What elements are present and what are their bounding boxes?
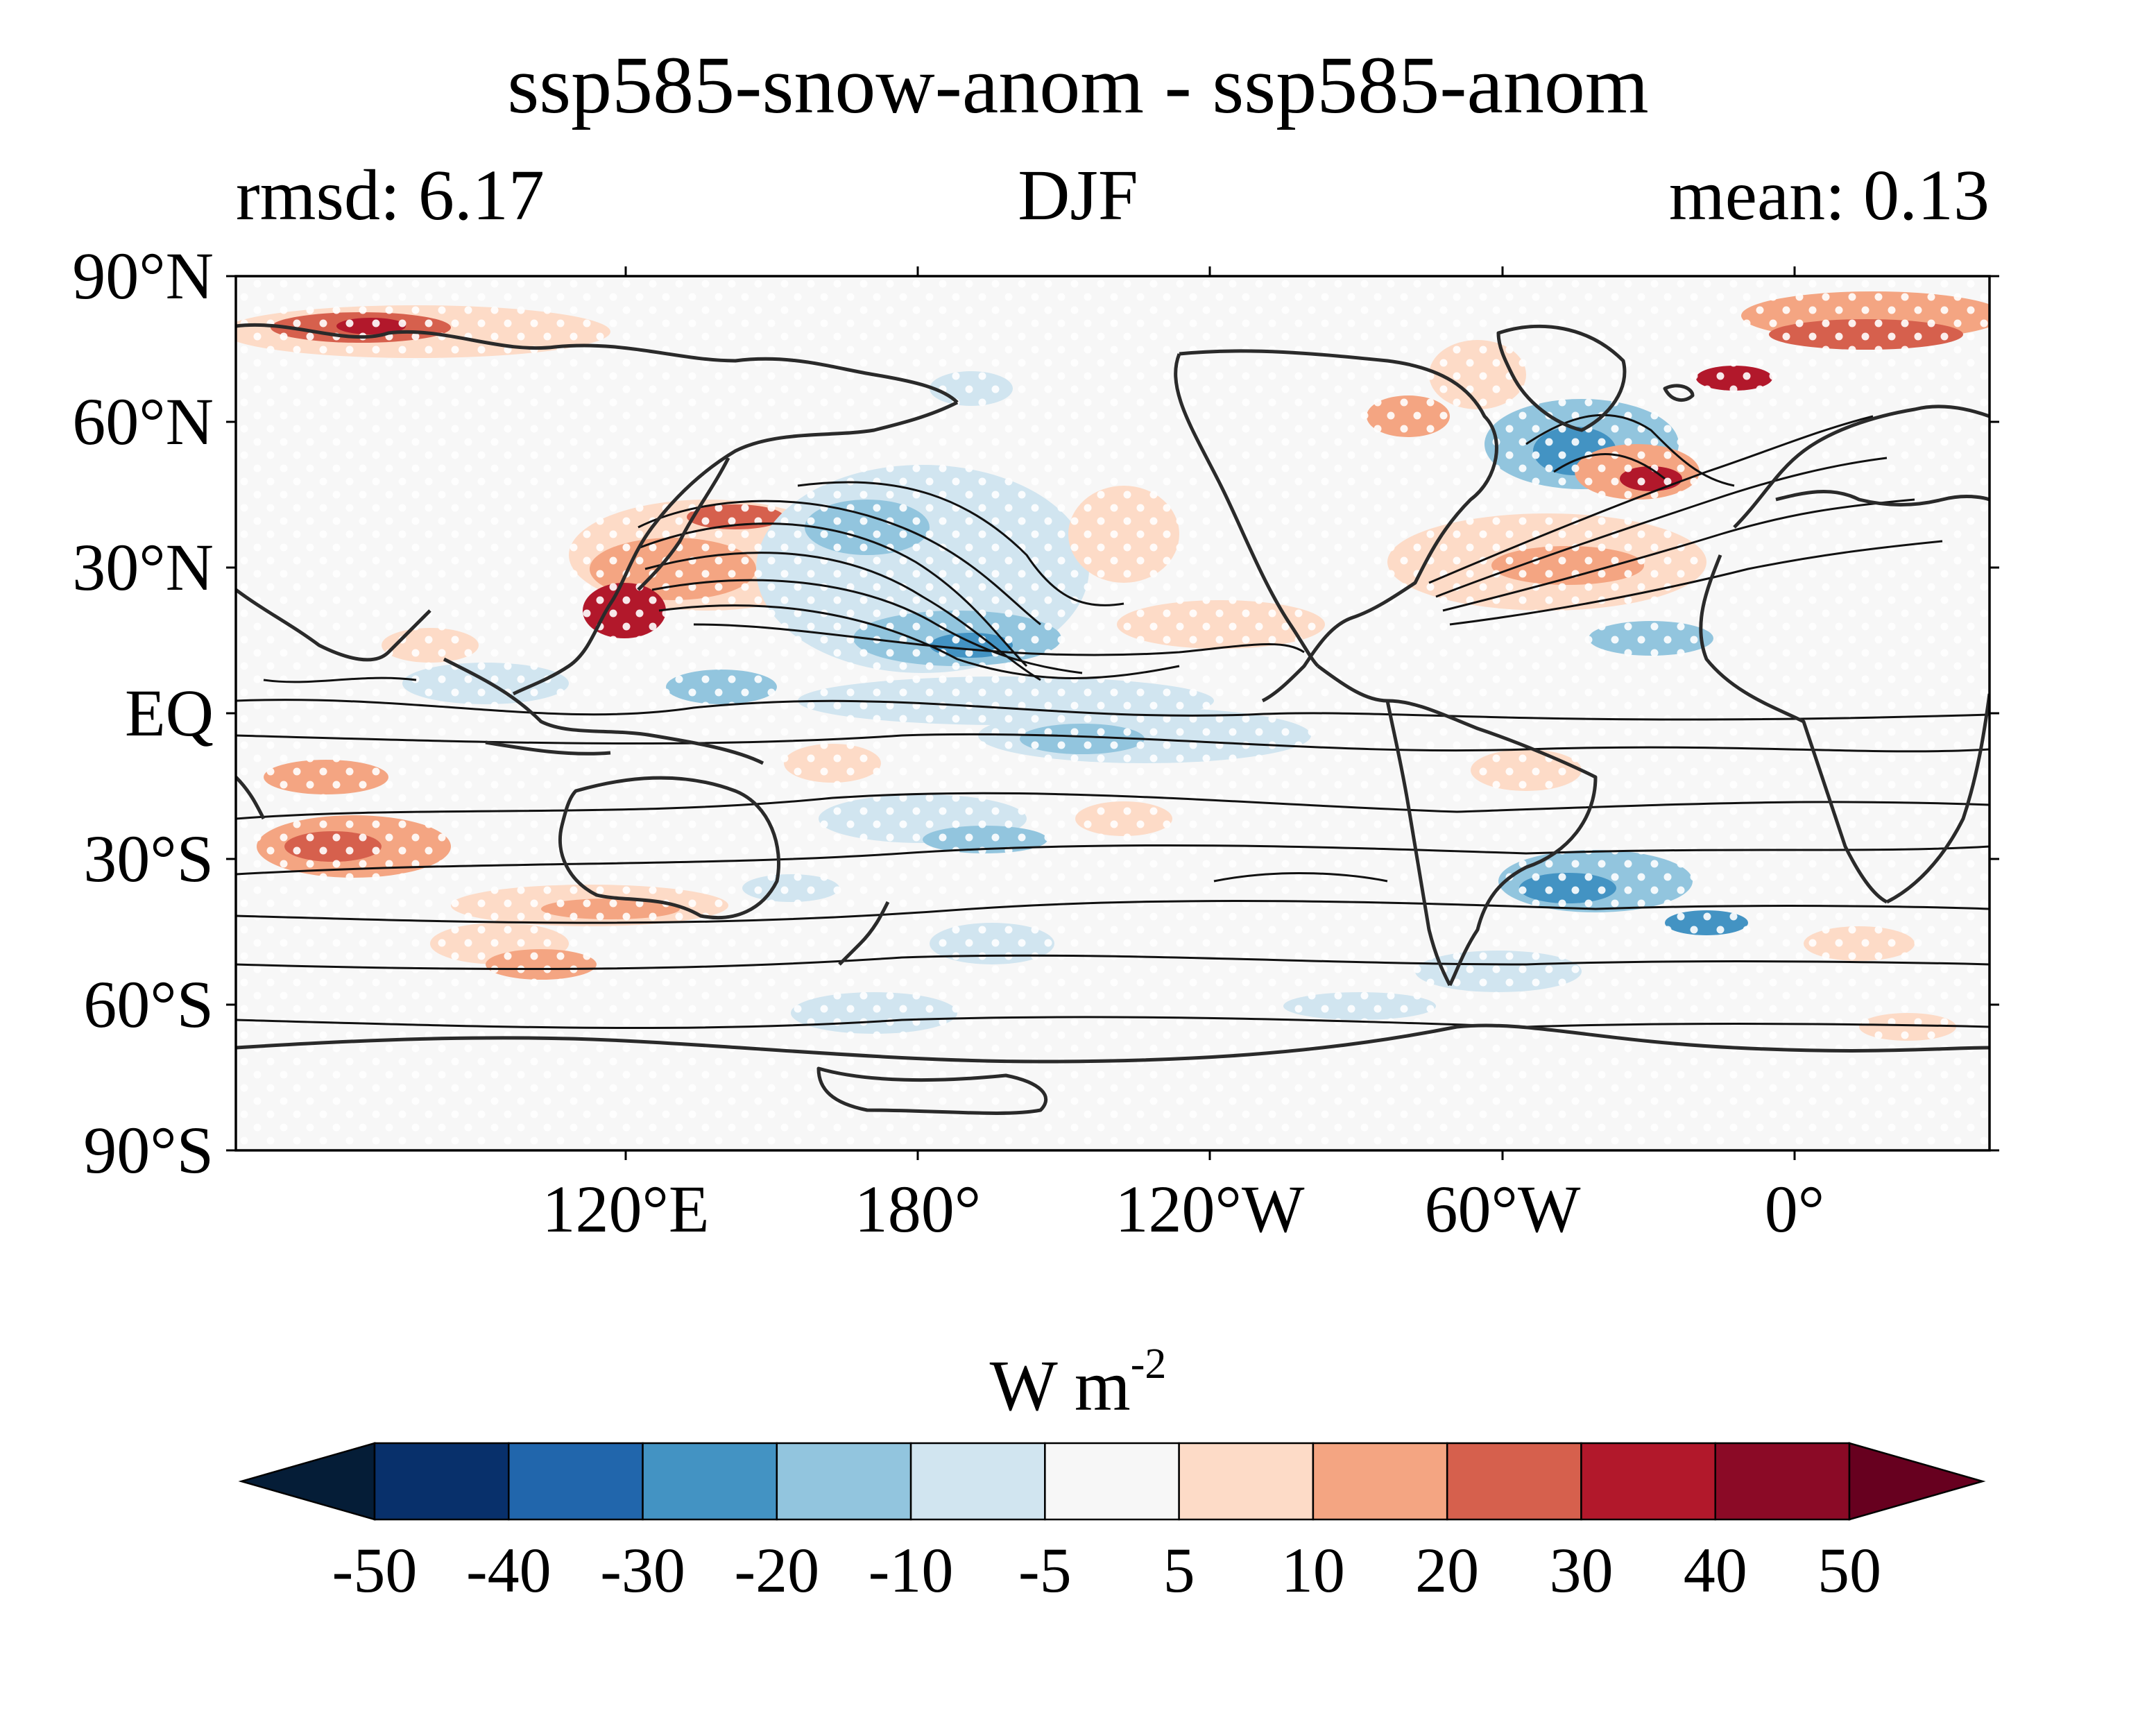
lat-tick-30s: 30°S [83,821,214,896]
colorbar [238,1442,1986,1521]
colorbar-tick-label: -5 [1018,1535,1072,1606]
colorbar-bin [1178,1442,1315,1521]
colorbar-bin [373,1442,510,1521]
colorbar-bin [642,1442,778,1521]
colorbar-tick-label: 10 [1281,1535,1345,1606]
colorbar-bin [1446,1442,1582,1521]
colorbar-bin [909,1442,1046,1521]
colorbar-bin [1714,1442,1851,1521]
colorbar-unit: W m [989,1346,1131,1426]
lat-tick-eq: EQ [125,676,214,750]
map-title: ssp585-snow-anom - ssp585-anom [507,40,1649,130]
lat-tick-90s: 90°S [83,1113,214,1187]
season-label: DJF [1018,155,1138,235]
colorbar-tick-label: -20 [734,1535,820,1606]
colorbar-extend-high [1848,1442,1986,1521]
lon-tick-0: 0° [1764,1172,1825,1246]
colorbar-bin [1580,1442,1716,1521]
lat-tick-60s: 60°S [83,967,214,1041]
lon-tick-120e: 120°E [542,1172,710,1246]
climatology-contours [236,414,1990,1030]
colorbar-tick-label: 30 [1549,1535,1614,1606]
lon-tick-180: 180° [854,1172,982,1246]
coastlines [236,323,1990,1115]
colorbar-bin [1312,1442,1448,1521]
colorbar-tick-label: 40 [1683,1535,1747,1606]
colorbar-tick-label: 5 [1163,1535,1195,1606]
colorbar-tick-label: -50 [332,1535,418,1606]
colorbar-tick-label: -30 [600,1535,685,1606]
colorbar-bin [508,1442,644,1521]
lat-tick-60n: 60°N [72,384,214,459]
axis-ticks [226,266,1999,1160]
colorbar-tick-label: -40 [465,1535,551,1606]
colorbar-bin [776,1442,912,1521]
colorbar-label: W m-2 [0,1343,2156,1428]
colorbar-tick-label: -10 [868,1535,954,1606]
colorbar-tick-label: 50 [1817,1535,1881,1606]
rmsd-label: rmsd: 6.17 [236,155,545,235]
mean-label: mean: 0.13 [1668,155,1990,235]
lat-tick-90n: 90°N [72,239,214,313]
colorbar-tick-label: 20 [1415,1535,1480,1606]
lon-tick-60w: 60°W [1424,1172,1581,1246]
colorbar-unit-exponent: -2 [1130,1340,1167,1388]
colorbar-bin [1044,1442,1180,1521]
colorbar-extend-low [238,1442,376,1521]
lon-tick-120w: 120°W [1115,1172,1305,1246]
lat-tick-30n: 30°N [72,530,214,604]
